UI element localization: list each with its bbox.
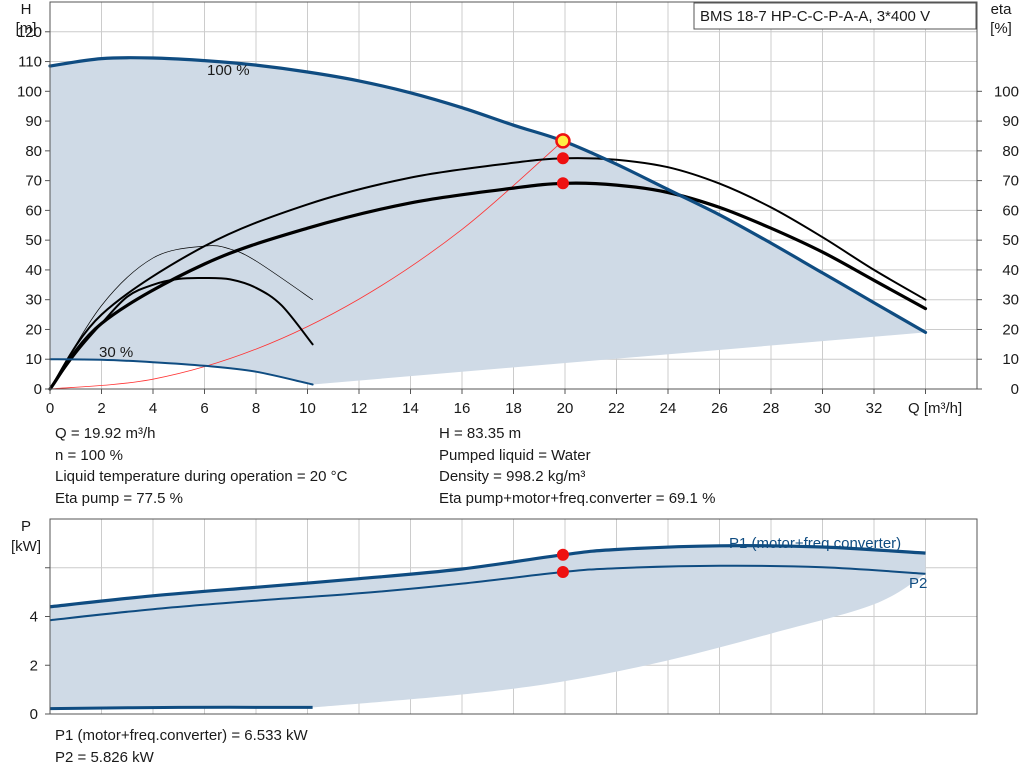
- flow-axis-label: Q [m³/h]: [908, 400, 962, 417]
- x-tick-label: 4: [149, 400, 157, 417]
- eta-tick-label: 60: [1002, 202, 1019, 219]
- power-duty-point: [556, 565, 569, 578]
- power-chart-duty-points: [556, 548, 569, 578]
- info-head: H = 83.35 m: [439, 425, 522, 442]
- power-chart-curves: [49, 544, 926, 711]
- eta-tick-label: 100: [994, 83, 1019, 100]
- power-curve-min-speed: [49, 705, 313, 711]
- info-eta-total: Eta pump+motor+freq.converter = 69.1 %: [439, 489, 716, 507]
- x-tick-label: 32: [866, 400, 883, 417]
- x-tick-label: 6: [200, 400, 208, 417]
- duty-point: [555, 133, 571, 149]
- p1-series-label: P1 (motor+freq.converter): [729, 535, 901, 552]
- model-title-box: [693, 2, 977, 30]
- info-density: Density = 998.2 kg/m³: [439, 468, 586, 485]
- duty-point: [556, 152, 569, 165]
- x-tick-label: 26: [711, 400, 728, 417]
- eta-tick-label: 40: [1002, 262, 1019, 279]
- x-tick-label: 20: [557, 400, 574, 417]
- head-tick-label: 110: [18, 54, 42, 71]
- p2-series-label: P2: [909, 575, 927, 592]
- eta-tick-label: 20: [1002, 321, 1019, 338]
- head-tick-label: 90: [25, 113, 42, 130]
- head-curve-100: [48, 56, 928, 334]
- x-tick-label: 30: [814, 400, 831, 417]
- p1-curve: [49, 544, 926, 609]
- x-tick-label: 24: [660, 400, 677, 417]
- x-tick-label: 14: [402, 400, 419, 417]
- head-tick-label: 70: [25, 173, 42, 190]
- head-tick-label: 40: [25, 262, 42, 279]
- power-tick-label: 0: [30, 706, 38, 723]
- eta-tick-label: 80: [1002, 143, 1019, 160]
- x-tick-label: 28: [763, 400, 780, 417]
- eta-axis-unit: [%]: [990, 20, 1012, 37]
- pump-model-title: BMS 18-7 HP-C-C-P-A-A, 3*400 V: [700, 8, 930, 25]
- system-curve: [49, 140, 564, 390]
- info-block-left: Q = 19.92 m³/h n = 100 % Liquid temperat…: [55, 423, 347, 509]
- eta-pump-curve: [49, 157, 927, 390]
- speed-label-30: 30 %: [99, 344, 133, 361]
- head-chart-frame: [49, 1, 978, 390]
- eta-tick-label: 90: [1002, 113, 1019, 130]
- info-flow: Q = 19.92 m³/h: [55, 425, 156, 442]
- head-tick-label: 120: [17, 24, 42, 41]
- speed-label-100: 100 %: [207, 62, 250, 79]
- power-axis-unit: [kW]: [11, 538, 41, 555]
- head-tick-label: 30: [25, 292, 42, 309]
- eta-tick-label: 50: [1002, 232, 1019, 249]
- eta-tick-label: 10: [1002, 351, 1019, 368]
- power-chart-axes: 0 2 4: [30, 567, 50, 723]
- power-duty-point: [556, 548, 569, 561]
- power-tick-label: 4: [30, 609, 38, 626]
- x-tick-label: 0: [46, 400, 54, 417]
- x-tick-label: 16: [454, 400, 471, 417]
- eta-axis-name: eta: [991, 1, 1013, 18]
- head-tick-label: 20: [25, 321, 42, 338]
- power-operating-area: [50, 545, 926, 709]
- info-p2: P2 = 5.826 kW: [55, 748, 154, 766]
- head-tick-label: 50: [25, 232, 42, 249]
- head-tick-label: 10: [25, 351, 42, 368]
- eta-tick-label: 30: [1002, 292, 1019, 309]
- x-tick-label: 18: [505, 400, 522, 417]
- operating-area: [50, 57, 926, 385]
- eta-tick-label: 70: [1002, 173, 1019, 190]
- info-pumped-liquid: Pumped liquid = Water: [439, 446, 591, 464]
- info-p1: P1 (motor+freq.converter) = 6.533 kW: [55, 727, 308, 744]
- head-tick-label: 100: [17, 83, 42, 100]
- power-chart-frame: [49, 518, 978, 715]
- head-curve-30: [49, 358, 314, 386]
- head-axis-name: H: [21, 1, 32, 18]
- info-eta-pump: Eta pump = 77.5 %: [55, 489, 183, 507]
- x-tick-label: 2: [97, 400, 105, 417]
- power-axis-name: P: [21, 518, 31, 535]
- eta-tick-label: 0: [1011, 381, 1019, 398]
- info-liquid-temperature: Liquid temperature during operation = 20…: [55, 468, 348, 485]
- power-tick-label: 2: [30, 657, 38, 674]
- head-axis-unit: [m]: [16, 20, 37, 37]
- head-tick-label: 80: [25, 143, 42, 160]
- duty-point: [556, 177, 569, 190]
- x-tick-label: 10: [299, 400, 316, 417]
- head-chart-duty-points: [555, 133, 571, 190]
- head-chart-axes: 0 2 4 6 8 10 12 14 16 18 20 22 24 26 28 30 3201020304050…: [17, 24, 1019, 417]
- x-tick-label: 12: [351, 400, 368, 417]
- info-speed: n = 100 %: [55, 446, 123, 464]
- x-tick-label: 8: [252, 400, 260, 417]
- info-block-right: H = 83.35 m Pumped liquid = Water Densit…: [439, 423, 715, 509]
- x-tick-label: 22: [608, 400, 625, 417]
- head-tick-label: 0: [34, 381, 42, 398]
- head-tick-label: 60: [25, 202, 42, 219]
- info-block-power: P1 (motor+freq.converter) = 6.533 kW P2 …: [55, 725, 308, 768]
- p2-curve: [49, 564, 926, 622]
